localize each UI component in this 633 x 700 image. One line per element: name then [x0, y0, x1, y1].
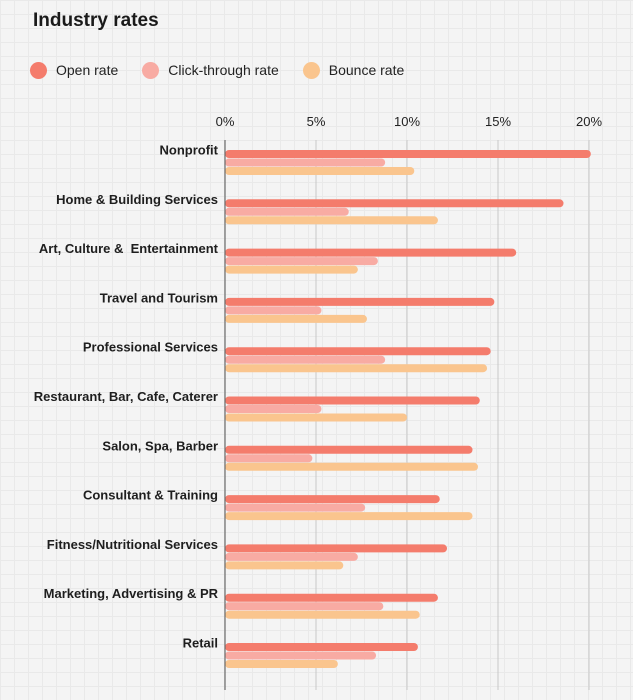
category-label: Art, Culture & Entertainment — [39, 241, 219, 256]
bar-click-through-rate — [225, 207, 349, 216]
bars-layer — [225, 150, 591, 668]
x-tick-label: 15% — [485, 114, 511, 129]
bar-open-rate — [225, 495, 440, 504]
category-label: Retail — [183, 636, 218, 651]
category-label: Restaurant, Bar, Cafe, Caterer — [34, 389, 218, 404]
bar-open-rate — [225, 150, 591, 158]
bar-open-rate — [225, 445, 473, 454]
bar-bounce-rate — [225, 413, 407, 422]
bar-click-through-rate — [225, 306, 322, 315]
bar-open-rate — [225, 643, 418, 651]
category-label: Salon, Spa, Barber — [102, 438, 218, 453]
x-tick-label: 10% — [394, 114, 420, 129]
bar-bounce-rate — [225, 265, 358, 274]
bar-bounce-rate — [225, 610, 420, 619]
bar-open-rate — [225, 248, 517, 257]
bar-click-through-rate — [225, 257, 378, 266]
bar-bounce-rate — [225, 561, 344, 570]
bar-click-through-rate — [225, 602, 384, 611]
bar-click-through-rate — [225, 405, 322, 413]
category-label: Marketing, Advertising & PR — [44, 586, 219, 601]
category-label: Nonprofit — [160, 143, 219, 158]
legend-item-bounce-rate: Bounce rate — [302, 61, 405, 79]
category-label: Fitness/Nutritional Services — [47, 537, 218, 552]
category-label: Professional Services — [83, 340, 218, 355]
category-label: Consultant & Training — [83, 488, 218, 503]
labels-layer: 0% 5% 10% 15% 20% Nonprofit Home & Building Se… — [34, 114, 602, 690]
bar-click-through-rate — [225, 552, 358, 561]
legend-swatch-open-rate — [30, 61, 47, 79]
bar-open-rate — [225, 544, 448, 553]
chart-title: Industry rates — [33, 10, 159, 31]
bar-bounce-rate — [225, 314, 367, 323]
chart-legend: Open rate Click-through rate Bounce rate — [30, 60, 428, 80]
legend-swatch-bounce-rate — [302, 61, 320, 79]
bar-bounce-rate — [225, 167, 415, 175]
bar-click-through-rate — [225, 503, 366, 512]
legend-label-open-rate: Open rate — [56, 62, 119, 78]
bar-open-rate — [225, 199, 564, 208]
bar-open-rate — [225, 396, 480, 405]
bar-bounce-rate — [225, 462, 478, 471]
legend-label-bounce-rate: Bounce rate — [328, 62, 405, 78]
bar-bounce-rate — [225, 660, 338, 668]
bar-click-through-rate — [225, 158, 386, 167]
category-label: Travel and Tourism — [100, 290, 218, 305]
legend-label-click-through-rate: Click-through rate — [168, 62, 279, 78]
category-label: Home & Building Services — [56, 192, 218, 207]
x-tick-label: 20% — [576, 114, 602, 129]
legend-item-click-through-rate: Click-through rate — [142, 61, 279, 79]
bar-bounce-rate — [225, 364, 488, 373]
x-tick-label: 0% — [216, 114, 235, 129]
bar-open-rate — [225, 593, 438, 602]
bar-click-through-rate — [225, 454, 313, 463]
legend-swatch-click-through-rate — [142, 61, 160, 79]
bar-bounce-rate — [225, 512, 473, 521]
x-tick-label: 5% — [307, 114, 326, 129]
bar-click-through-rate — [225, 651, 377, 660]
bar-click-through-rate — [225, 355, 386, 364]
bar-open-rate — [225, 297, 495, 306]
bar-bounce-rate — [225, 216, 438, 225]
bar-open-rate — [225, 347, 491, 356]
legend-item-open-rate: Open rate — [30, 61, 119, 79]
